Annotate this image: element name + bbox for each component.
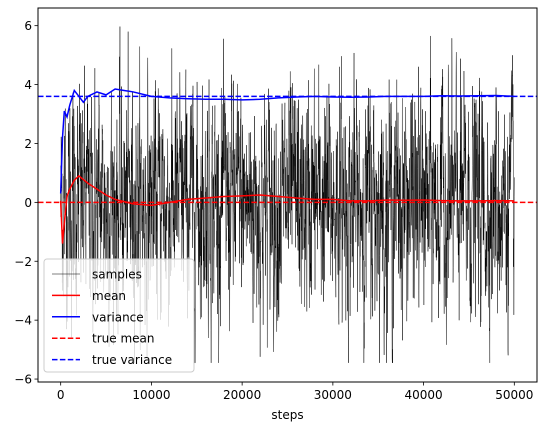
legend-label: variance — [92, 310, 144, 324]
x-tick-label: 40000 — [404, 388, 442, 402]
x-axis-title: steps — [271, 408, 303, 422]
legend-label: mean — [92, 289, 126, 303]
legend-box — [43, 258, 195, 373]
legend-label: samples — [92, 268, 142, 282]
x-tick-label: 0 — [57, 388, 65, 402]
x-tick-label: 20000 — [223, 388, 261, 402]
legend-label: true variance — [92, 353, 172, 367]
y-tick-label: −2 — [14, 255, 32, 269]
y-axis: −6 −4 −2 0 2 4 6 — [14, 19, 38, 387]
plot-marks — [38, 26, 537, 364]
plot-area — [38, 26, 537, 364]
y-tick-label: −4 — [14, 314, 32, 328]
x-tick-label: 30000 — [314, 388, 352, 402]
legend-label: true mean — [92, 332, 154, 346]
y-tick-label: 2 — [24, 137, 32, 151]
y-tick-label: 0 — [24, 196, 32, 210]
plot-frame — [37, 7, 538, 383]
x-axis: 0 10000 20000 30000 40000 50000 — [57, 382, 533, 402]
legend: samples mean variance true mean true varianc… — [43, 258, 195, 373]
y-tick-label: 4 — [24, 78, 32, 92]
mean-series-line — [59, 174, 515, 244]
variance-series-line — [59, 88, 515, 194]
samples-series-line — [60, 26, 515, 364]
y-tick-label: 6 — [24, 19, 32, 33]
x-tick-label: 50000 — [495, 388, 533, 402]
x-tick-label: 10000 — [132, 388, 170, 402]
y-tick-label: −6 — [14, 373, 32, 387]
